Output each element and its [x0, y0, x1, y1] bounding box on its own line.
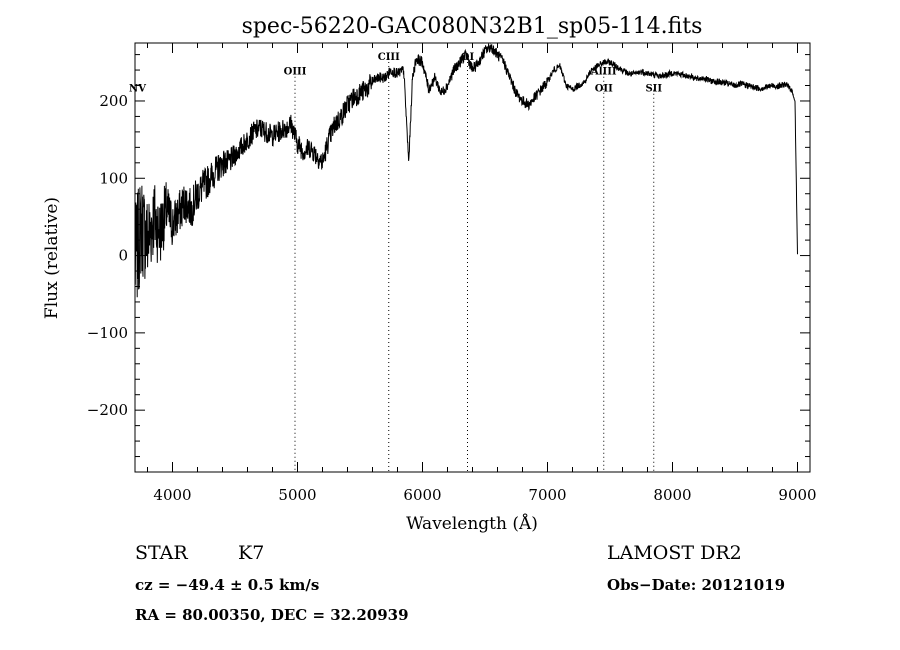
object-subclass: K7: [238, 542, 264, 564]
survey-name: LAMOST DR2: [607, 542, 742, 564]
x-tick-label: 5000: [278, 486, 316, 504]
chart-title: spec-56220-GAC080N32B1_sp05-114.fits: [242, 14, 703, 39]
x-tick-label: 4000: [153, 486, 191, 504]
x-axis-ticks: 4000 5000 6000 7000 8000 9000: [147, 43, 817, 504]
reference-lines: [294, 58, 655, 472]
plot-frame: [134, 42, 811, 473]
x-axis-label: Wavelength (Å): [406, 513, 538, 534]
y-tick-label: −200: [87, 401, 128, 419]
object-class: STAR: [135, 542, 188, 564]
line-label-sii: SII: [645, 84, 662, 95]
observation-date: Obs−Date: 20121019: [607, 576, 785, 594]
y-tick-label: −100: [87, 324, 128, 342]
x-tick-label: 7000: [528, 486, 566, 504]
y-tick-label: 200: [99, 92, 128, 110]
x-tick-label: 8000: [653, 486, 691, 504]
line-label-oiii: OIII: [284, 67, 307, 78]
sky-coordinates: RA = 80.00350, DEC = 32.20939: [135, 606, 409, 624]
y-axis-ticks: −200 −100 0 100 200: [87, 54, 810, 458]
y-tick-label: 100: [99, 169, 128, 187]
spectrum-line: [134, 43, 798, 298]
y-axis-label: Flux (relative): [42, 197, 62, 319]
line-label-ciii: CIII: [378, 52, 400, 63]
x-tick-label: 9000: [778, 486, 816, 504]
line-label-oii: OII: [595, 84, 613, 95]
redshift-velocity: cz = −49.4 ± 0.5 km/s: [135, 576, 319, 594]
line-label-nv: NV: [129, 84, 146, 95]
line-label-aliii: AlIII: [590, 67, 617, 78]
y-tick-label: 0: [118, 247, 128, 265]
x-tick-label: 6000: [403, 486, 441, 504]
